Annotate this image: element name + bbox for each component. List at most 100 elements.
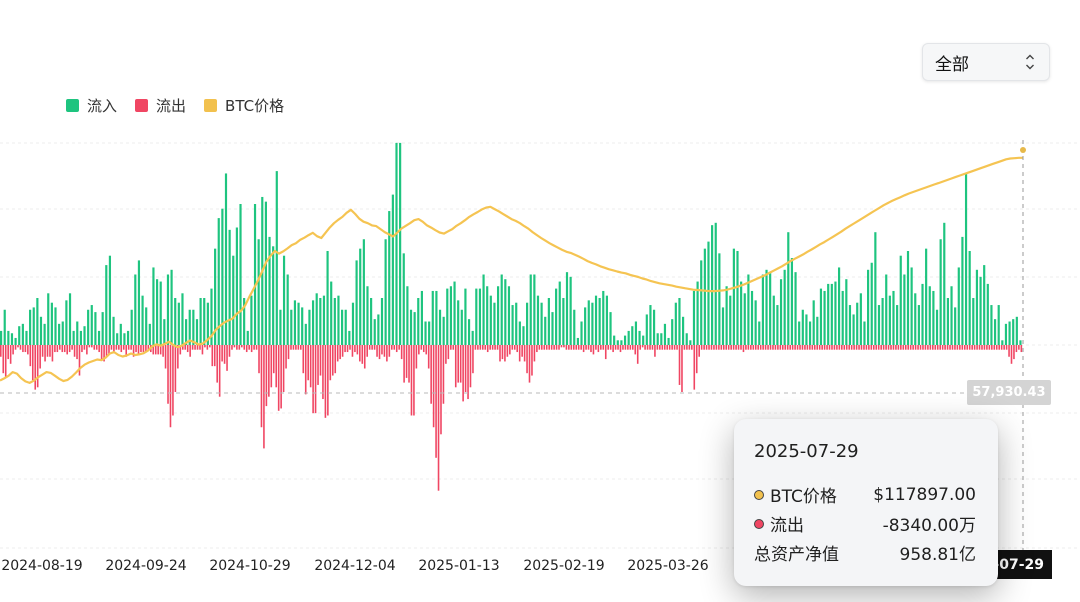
outflow-bar [887,345,890,350]
outflow-bar [245,345,248,353]
outflow-bar [34,345,37,390]
outflow-bar [300,345,302,350]
inflow-bar [337,295,340,345]
inflow-bar [181,293,184,345]
x-tick-label: 2025-01-13 [418,558,499,574]
inflow-bar [555,288,558,345]
inflow-bar [736,251,739,345]
inflow-bar [769,272,772,345]
outflow-bar [678,345,681,385]
inflow-bar [888,295,891,345]
outflow-bar [634,345,637,355]
outflow-bar [661,345,664,350]
outflow-bar [860,345,863,350]
inflow-bar [703,248,706,345]
outflow-bar [253,345,255,350]
inflow-bar [250,295,253,345]
inflow-bars [0,142,1022,345]
outflow-bar [614,345,617,350]
outflow-bar [0,345,2,357]
outflow-bar [322,345,324,400]
inflow-bar [700,260,703,345]
inflow-bar [21,323,24,345]
outflow-bar [900,345,902,350]
outflow-bar [998,345,1001,350]
tooltip-row-net-assets: 总资产净值 958.81亿 [754,538,976,567]
outflow-bar [560,345,563,348]
outflow-bar [978,345,981,350]
outflow-dot-icon [754,518,764,529]
inflow-bar [812,300,815,345]
inflow-bar [711,225,714,345]
outflow-bar [863,345,865,350]
legend-label-inflow: 流入 [87,97,118,115]
outflow-bar [484,345,487,350]
inflow-bar [754,300,757,345]
outflow-bar [49,345,51,357]
outflow-bar [115,345,118,350]
outflow-bar [447,345,450,360]
inflow-bar [787,232,790,345]
inflow-bar [39,316,43,345]
outflow-bar [191,345,194,350]
inflow-bar [801,309,804,345]
inflow-bar [478,288,482,345]
outflow-bar [757,345,760,350]
outflow-bar [14,345,17,350]
inflow-bar [188,309,191,345]
inflow-bar [1012,319,1015,345]
outflow-bar [194,345,196,350]
outflow-bar [162,345,164,357]
outflow-bar [88,345,91,348]
inflow-bar [438,309,442,345]
outflow-bar [521,345,523,357]
outflow-bar [56,345,59,353]
outflow-bar [772,345,774,350]
inflow-bar [1001,340,1004,345]
outflow-bar [779,345,782,350]
outflow-bar [329,345,332,381]
outflow-bar [659,345,661,350]
outflow-bar [113,345,115,353]
inflow-bar [714,222,717,345]
outflow-bar [698,345,700,357]
range-select[interactable]: 全部 [922,43,1050,81]
legend-item-btc-price[interactable]: BTC价格 [204,95,284,116]
inflow-bar [805,314,808,345]
outflow-bar [870,345,873,350]
legend-item-inflow[interactable]: 流入 [66,95,117,116]
outflow-bar [196,345,199,350]
outflow-bar [477,345,479,350]
price-end-point [1020,147,1026,153]
inflow-bar [573,309,576,345]
outflow-bar [917,345,919,350]
outflow-bar [774,345,777,350]
outflow-bar [1013,345,1015,360]
outflow-bar [693,345,696,390]
outflow-bar [944,345,946,350]
outflow-bar [83,345,86,350]
outflow-bar [668,345,671,350]
inflow-bar [707,241,710,345]
inflow-bar [341,309,344,345]
outflow-bar [268,345,270,397]
outflow-bar [209,345,211,348]
outflow-bar [695,345,698,374]
outflow-bar [794,345,796,350]
inflow-bar [627,330,630,345]
outflow-bar [799,345,801,350]
outflow-bar [786,345,789,350]
outflow-bar [314,345,317,414]
outflow-bar [179,345,182,355]
outflow-bar [617,345,619,350]
outflow-bar [319,345,322,376]
inflow-bar [384,239,387,345]
outflow-bar [872,345,875,350]
inflow-bar [587,300,590,345]
outflow-bar [528,345,531,383]
inflow-bar [224,173,228,345]
outflow-bar [255,345,258,350]
legend-item-outflow[interactable]: 流出 [135,95,186,116]
outflow-bar [713,345,715,350]
